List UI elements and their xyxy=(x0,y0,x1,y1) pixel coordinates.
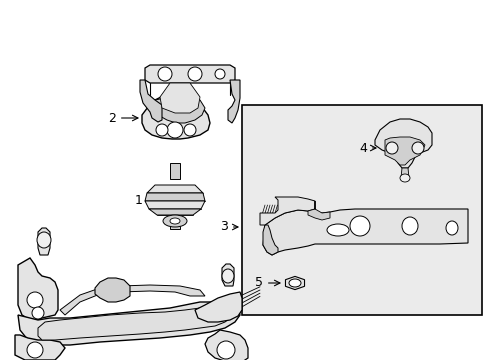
Polygon shape xyxy=(204,330,247,360)
Polygon shape xyxy=(15,335,65,360)
Ellipse shape xyxy=(349,216,369,236)
Ellipse shape xyxy=(27,292,43,308)
Ellipse shape xyxy=(222,269,234,283)
Text: 1: 1 xyxy=(135,194,158,207)
Polygon shape xyxy=(147,185,203,193)
Text: 4: 4 xyxy=(358,141,375,154)
Polygon shape xyxy=(38,228,50,255)
Ellipse shape xyxy=(399,174,409,182)
Ellipse shape xyxy=(158,67,172,81)
Ellipse shape xyxy=(27,342,43,358)
Ellipse shape xyxy=(401,217,417,235)
Polygon shape xyxy=(195,292,242,322)
Ellipse shape xyxy=(217,341,235,359)
Ellipse shape xyxy=(326,224,348,236)
Ellipse shape xyxy=(170,218,180,224)
Polygon shape xyxy=(60,285,204,315)
Text: 3: 3 xyxy=(220,220,238,234)
Polygon shape xyxy=(152,96,204,123)
Ellipse shape xyxy=(32,307,44,319)
Ellipse shape xyxy=(187,67,202,81)
Text: 5: 5 xyxy=(254,276,280,289)
Polygon shape xyxy=(222,264,234,286)
Polygon shape xyxy=(263,225,278,255)
Polygon shape xyxy=(18,258,58,320)
Text: 2: 2 xyxy=(108,112,138,125)
Polygon shape xyxy=(260,197,314,225)
Polygon shape xyxy=(145,201,204,209)
Polygon shape xyxy=(263,209,467,255)
Polygon shape xyxy=(170,215,180,229)
Polygon shape xyxy=(145,65,235,83)
Polygon shape xyxy=(170,163,180,179)
Polygon shape xyxy=(95,278,130,302)
Ellipse shape xyxy=(288,279,301,287)
Polygon shape xyxy=(374,119,431,168)
Ellipse shape xyxy=(385,142,397,154)
Polygon shape xyxy=(384,137,424,165)
Polygon shape xyxy=(160,83,200,113)
Ellipse shape xyxy=(215,69,224,79)
Polygon shape xyxy=(307,201,329,220)
Bar xyxy=(242,105,481,315)
Polygon shape xyxy=(149,209,201,215)
Ellipse shape xyxy=(37,232,51,248)
Ellipse shape xyxy=(445,221,457,235)
Ellipse shape xyxy=(411,142,423,154)
Ellipse shape xyxy=(167,122,183,138)
Polygon shape xyxy=(38,308,229,340)
Polygon shape xyxy=(142,94,209,139)
Polygon shape xyxy=(285,276,304,289)
Polygon shape xyxy=(145,193,204,201)
Ellipse shape xyxy=(156,124,168,136)
Polygon shape xyxy=(400,168,408,178)
Polygon shape xyxy=(18,302,240,345)
Ellipse shape xyxy=(163,215,186,227)
Polygon shape xyxy=(227,80,240,123)
Ellipse shape xyxy=(183,124,196,136)
Polygon shape xyxy=(140,80,162,122)
